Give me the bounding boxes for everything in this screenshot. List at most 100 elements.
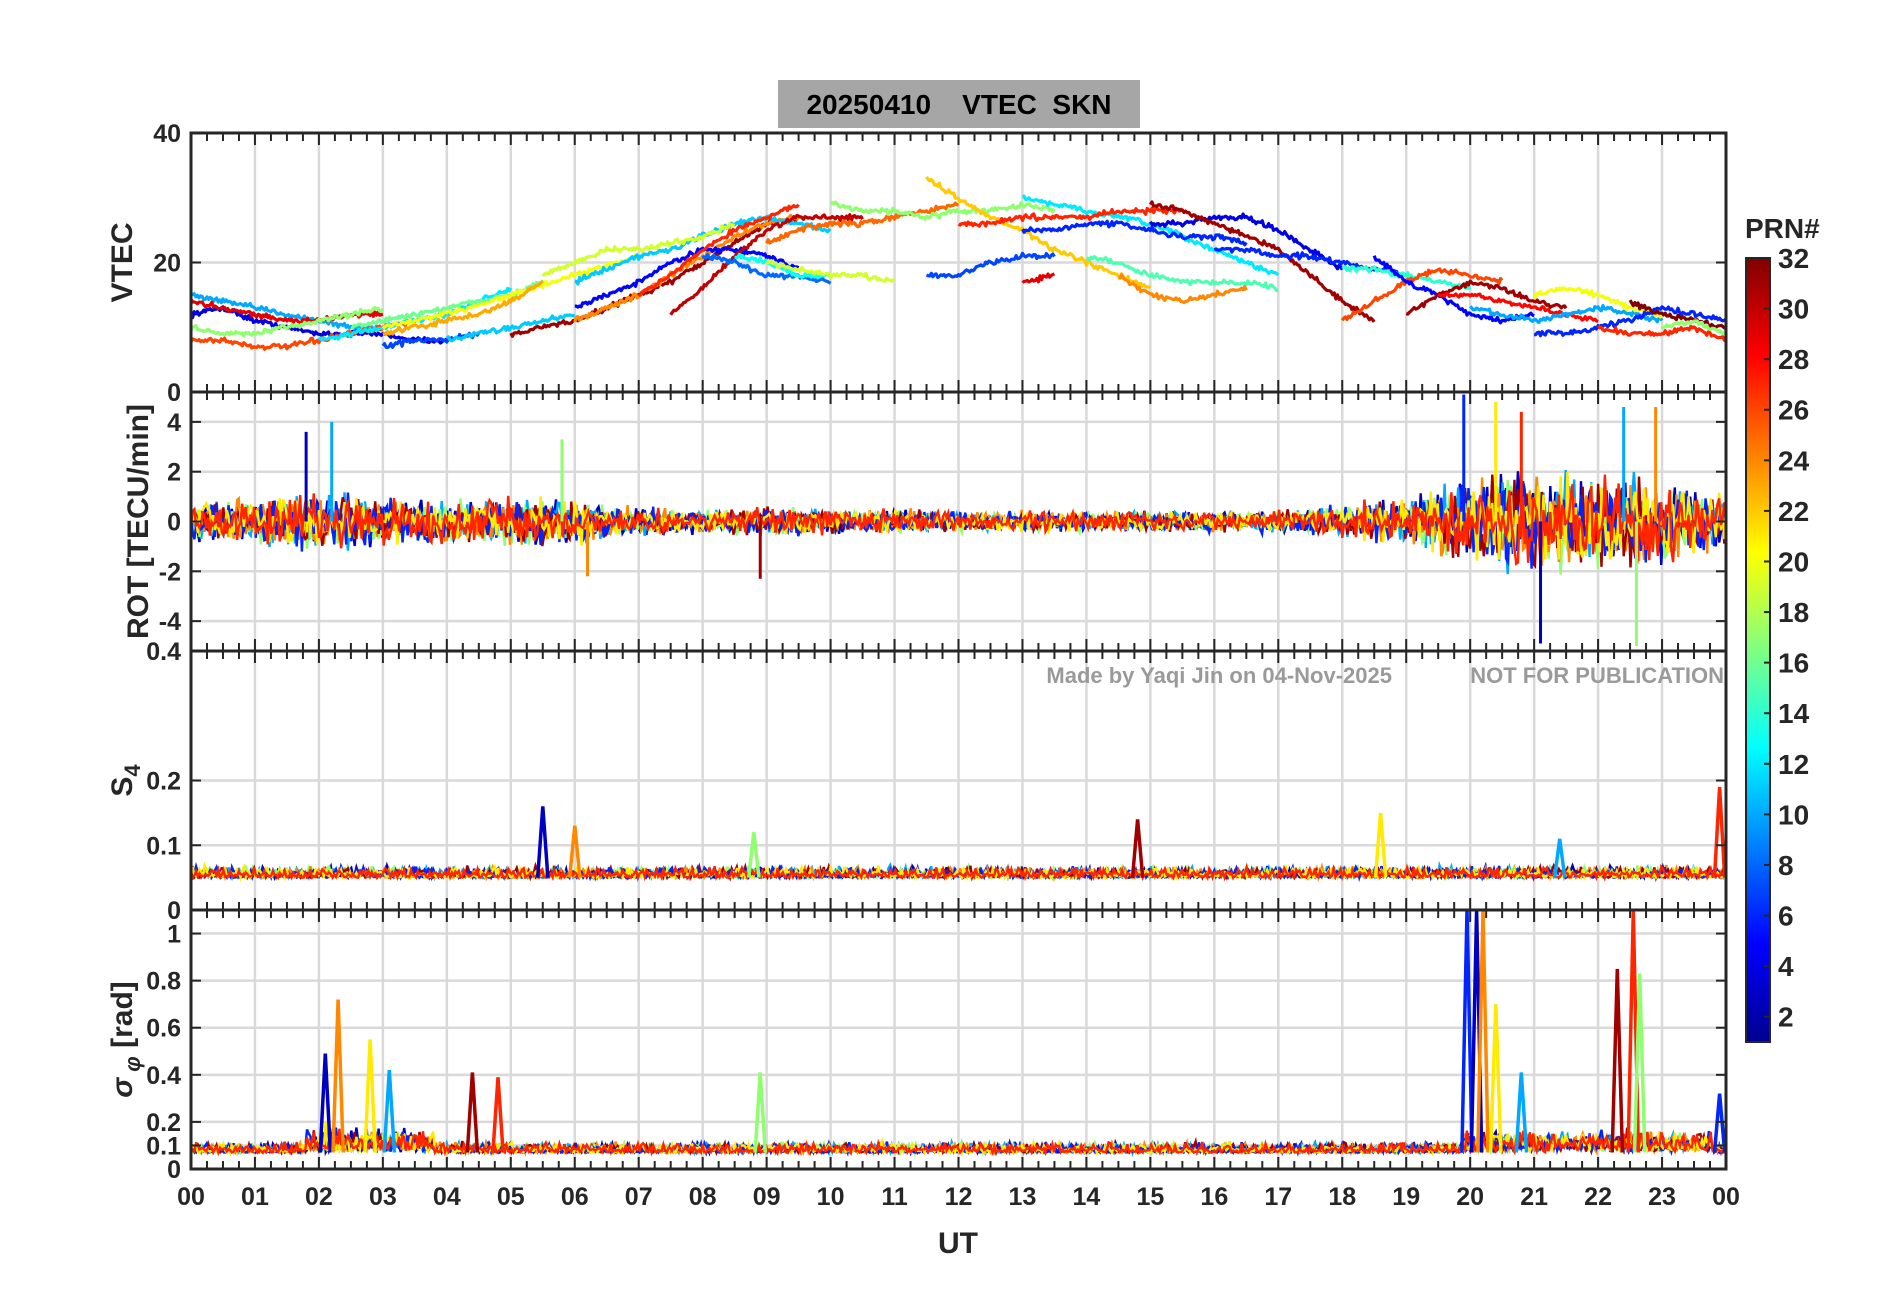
spike-mark bbox=[318, 1053, 333, 1153]
spike-mark bbox=[535, 806, 550, 878]
series-line-prn-17 bbox=[1660, 319, 1726, 336]
x-tick-label: 01 bbox=[241, 1183, 269, 1211]
series-group bbox=[191, 176, 1726, 351]
series-line-prn-6 bbox=[1021, 219, 1248, 247]
x-tick-label: 06 bbox=[561, 1183, 589, 1211]
panel-rot: -4 -2 0 2 4 ROT [TECU/min] bbox=[122, 390, 1728, 653]
spike-mark bbox=[363, 1039, 377, 1153]
spike-mark bbox=[567, 825, 582, 878]
colorbar-tick-label: 6 bbox=[1778, 901, 1794, 932]
series-line-prn-27 bbox=[191, 474, 1726, 566]
series-line-prn-17 bbox=[829, 200, 1056, 221]
x-tick-label: 09 bbox=[753, 1183, 781, 1211]
x-tick-label: 13 bbox=[1009, 1183, 1037, 1211]
series-line-prn-32 bbox=[1628, 299, 1726, 330]
y-tick-label: 0.1 bbox=[146, 1132, 181, 1160]
series-line-prn-6 bbox=[1213, 246, 1407, 277]
spike-mark bbox=[1552, 838, 1567, 878]
series-line-prn-27 bbox=[191, 862, 1726, 882]
colorbar-tick-label: 24 bbox=[1778, 445, 1810, 476]
spike-mark bbox=[1476, 910, 1490, 1153]
series-line-prn-31 bbox=[1405, 279, 1568, 316]
x-tick-label: 19 bbox=[1392, 1183, 1420, 1211]
y-tick-label: 0.8 bbox=[146, 968, 181, 996]
panel-vtec: 0 20 40 VTEC bbox=[106, 120, 1728, 407]
colorbar-tick-label: 20 bbox=[1778, 546, 1809, 577]
spike-mark bbox=[1632, 973, 1647, 1153]
y-axis-label: ROT [TECU/min] bbox=[122, 404, 155, 639]
x-tick-label: 11 bbox=[881, 1183, 908, 1211]
series-line-prn-15 bbox=[1086, 255, 1279, 293]
title-box bbox=[778, 80, 1140, 128]
series-line-prn-8 bbox=[701, 253, 832, 285]
x-tick-label: 15 bbox=[1136, 1183, 1164, 1211]
spike-mark bbox=[382, 1069, 397, 1153]
colorbar-tick-label: 14 bbox=[1778, 698, 1810, 729]
spike-mark bbox=[465, 1072, 480, 1153]
x-tick-label: 05 bbox=[497, 1183, 525, 1211]
y-tick-label: 0.2 bbox=[146, 768, 181, 796]
spike-mark bbox=[746, 832, 761, 878]
x-tick-label: 14 bbox=[1073, 1183, 1101, 1211]
colorbar-gradient bbox=[1745, 257, 1771, 1043]
y-tick-label: 40 bbox=[153, 120, 181, 148]
series-line-prn-17 bbox=[191, 306, 385, 338]
x-tick-label: 08 bbox=[689, 1183, 717, 1211]
series-line-prn-11 bbox=[574, 214, 832, 286]
x-tick-label: 23 bbox=[1648, 1183, 1676, 1211]
colorbar-tick-label: 4 bbox=[1778, 951, 1794, 982]
y-tick-label: 20 bbox=[153, 250, 181, 278]
colorbar-tick-label: 16 bbox=[1778, 648, 1809, 679]
colorbar-tick-label: 30 bbox=[1778, 294, 1809, 325]
x-tick-label: 03 bbox=[369, 1183, 397, 1211]
series-group bbox=[191, 786, 1726, 883]
series-line-prn-26 bbox=[1340, 267, 1504, 322]
x-tick-label: 20 bbox=[1456, 1183, 1484, 1211]
colorbar-tick-label: 2 bbox=[1778, 1002, 1794, 1033]
colorbar-tick-label: 12 bbox=[1778, 749, 1809, 780]
series-line-prn-27 bbox=[957, 206, 1184, 228]
y-tick-label: 0 bbox=[167, 1156, 181, 1184]
colorbar-tick-label: 32 bbox=[1778, 243, 1809, 274]
x-tick-label: 17 bbox=[1264, 1183, 1292, 1211]
series-group bbox=[191, 394, 1726, 647]
x-axis-label: UT bbox=[938, 1227, 978, 1260]
colorbar-tick-label: 18 bbox=[1778, 597, 1809, 628]
spike-mark bbox=[1130, 819, 1145, 878]
watermark-author: Made by Yaqi Jin on 04-Nov-2025 bbox=[1046, 663, 1392, 688]
y-tick-label: 0.4 bbox=[146, 638, 181, 666]
colorbar-label: PRN# bbox=[1745, 213, 1820, 244]
colorbar-tick-label: 28 bbox=[1778, 344, 1809, 375]
x-tick-label: 16 bbox=[1200, 1183, 1228, 1211]
y-tick-label: 0 bbox=[167, 379, 181, 407]
series-group bbox=[191, 910, 1726, 1158]
y-tick-label: 0.4 bbox=[146, 1062, 181, 1090]
spike-mark bbox=[331, 999, 345, 1153]
colorbar-tick-label: 10 bbox=[1778, 799, 1809, 830]
series-line-prn-24 bbox=[1118, 273, 1248, 305]
y-axis-label: VTEC bbox=[106, 222, 139, 302]
x-tick-label: 00 bbox=[1712, 1183, 1740, 1211]
x-tick-label: 02 bbox=[305, 1183, 333, 1211]
y-tick-label: 0.2 bbox=[146, 1109, 181, 1137]
colorbar-tick-label: 8 bbox=[1778, 850, 1794, 881]
y-tick-label: 2 bbox=[167, 459, 181, 487]
x-tick-label: 22 bbox=[1584, 1183, 1612, 1211]
spike-mark bbox=[1460, 910, 1474, 1153]
series-line-prn-7 bbox=[926, 251, 1056, 280]
series-line-prn-13 bbox=[734, 252, 831, 280]
y-tick-label: 0.1 bbox=[146, 832, 181, 860]
series-line-prn-10 bbox=[1469, 304, 1664, 325]
figure-title: 20250410 VTEC SKN bbox=[806, 89, 1111, 120]
x-tick-label: 00 bbox=[177, 1183, 205, 1211]
series-line-prn-25 bbox=[765, 201, 960, 245]
series-line-prn-30 bbox=[669, 213, 864, 316]
spike-mark bbox=[491, 1077, 505, 1153]
series-line-prn-19 bbox=[765, 259, 896, 283]
x-tick-label: 10 bbox=[817, 1183, 845, 1211]
series-line-prn-6 bbox=[1534, 305, 1726, 338]
series-line-prn-14 bbox=[1341, 265, 1472, 291]
